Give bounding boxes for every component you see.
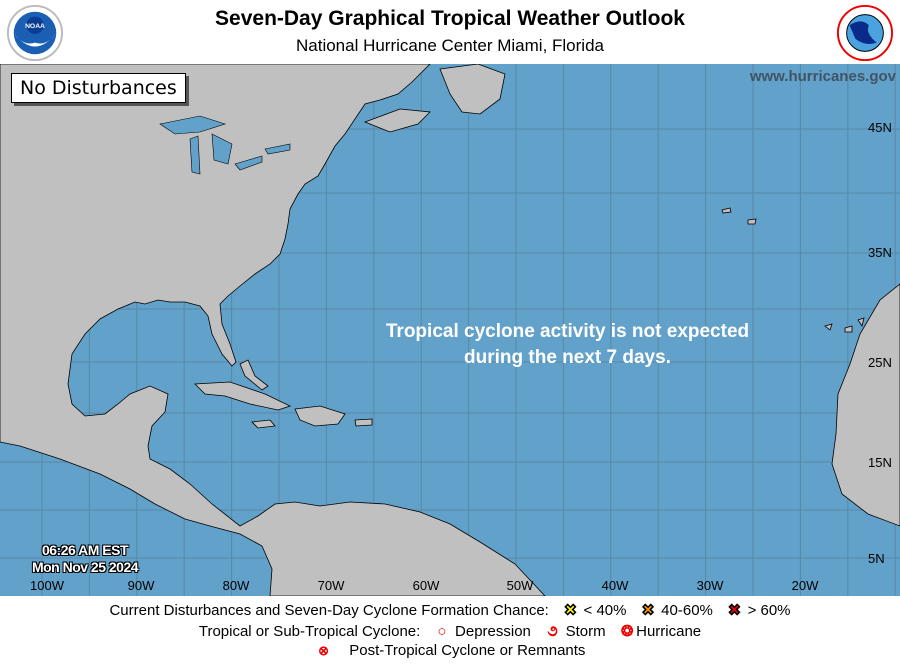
legend-low: < 40% (583, 602, 627, 619)
north-america (0, 64, 546, 596)
legend-row2-label: Tropical or Sub-Tropical Cyclone: (198, 623, 421, 640)
africa (831, 283, 900, 527)
noaa-logo: NOAA (6, 4, 64, 62)
legend-formation-chance: Current Disturbances and Seven-Day Cyclo… (0, 601, 900, 620)
lon-label: 60W (412, 578, 440, 593)
status-box: No Disturbances (11, 73, 186, 103)
issue-time: 06:26 AM EST (41, 542, 129, 558)
lon-label: 70W (317, 578, 345, 593)
lon-label: 80W (222, 578, 250, 593)
land (0, 64, 900, 596)
lon-label: 40W (601, 578, 629, 593)
azores (721, 207, 757, 225)
jamaica (251, 419, 276, 429)
legend-hurricane: Hurricane (636, 623, 702, 640)
lat-label: 35N (868, 245, 892, 260)
outlook-message: Tropical cyclone activity is not expecte… (300, 319, 835, 371)
nws-logo (836, 4, 894, 62)
legend-post-tropical: ⊗ Post-Tropical Cyclone or Remnants (0, 642, 900, 659)
lat-label: 45N (868, 120, 892, 135)
canary-islands (824, 317, 865, 333)
issue-timestamp: 06:26 AM EST Mon Nov 25 2024 (20, 542, 150, 576)
x-high-icon: ✖ (728, 602, 742, 620)
legend-post-tropical-label: Post-Tropical Cyclone or Remnants (349, 642, 586, 659)
x-medium-icon: ✖ (641, 602, 655, 620)
newfoundland (439, 64, 506, 115)
lon-label: 100W (30, 578, 64, 593)
nova-scotia (363, 108, 431, 133)
website-link[interactable]: www.hurricanes.gov (749, 68, 896, 85)
hurricane-icon: ❂ (620, 623, 634, 640)
page-subtitle: National Hurricane Center Miami, Florida (295, 36, 604, 55)
message-line-2: during the next 7 days. (464, 347, 671, 368)
message-line-1: Tropical cyclone activity is not expecte… (385, 321, 750, 342)
legend-storm: Storm (565, 623, 606, 640)
svg-text:NOAA: NOAA (25, 23, 45, 30)
hispaniola (294, 405, 346, 427)
puerto-rico (354, 418, 373, 427)
legend-depression: Depression (455, 623, 531, 640)
lon-label: 30W (696, 578, 724, 593)
map[interactable] (0, 64, 900, 596)
lon-label: 20W (791, 578, 819, 593)
x-low-icon: ✖ (564, 602, 578, 620)
post-tropical-icon: ⊗ (318, 643, 330, 658)
lon-label: 90W (127, 578, 155, 593)
issue-date: Mon Nov 25 2024 (31, 559, 139, 575)
bahamas (239, 359, 269, 391)
great-lakes (159, 115, 291, 175)
cuba (194, 381, 292, 411)
depression-icon: ○ (437, 623, 447, 640)
page-title: Seven-Day Graphical Tropical Weather Out… (215, 7, 685, 30)
legend-cyclone-types: Tropical or Sub-Tropical Cyclone: ○ Depr… (0, 622, 900, 640)
lat-label: 25N (868, 355, 892, 370)
legend-high: > 60% (747, 602, 791, 619)
header: NOAA Seven-Day Graphical Tropical Weathe… (0, 0, 900, 64)
lat-label: 5N (868, 551, 885, 566)
storm-icon: ૭ (547, 623, 558, 640)
legend-row1-label: Current Disturbances and Seven-Day Cyclo… (109, 602, 549, 619)
lat-label: 15N (868, 455, 892, 470)
legend-medium: 40-60% (661, 602, 713, 619)
lon-label: 50W (506, 578, 534, 593)
